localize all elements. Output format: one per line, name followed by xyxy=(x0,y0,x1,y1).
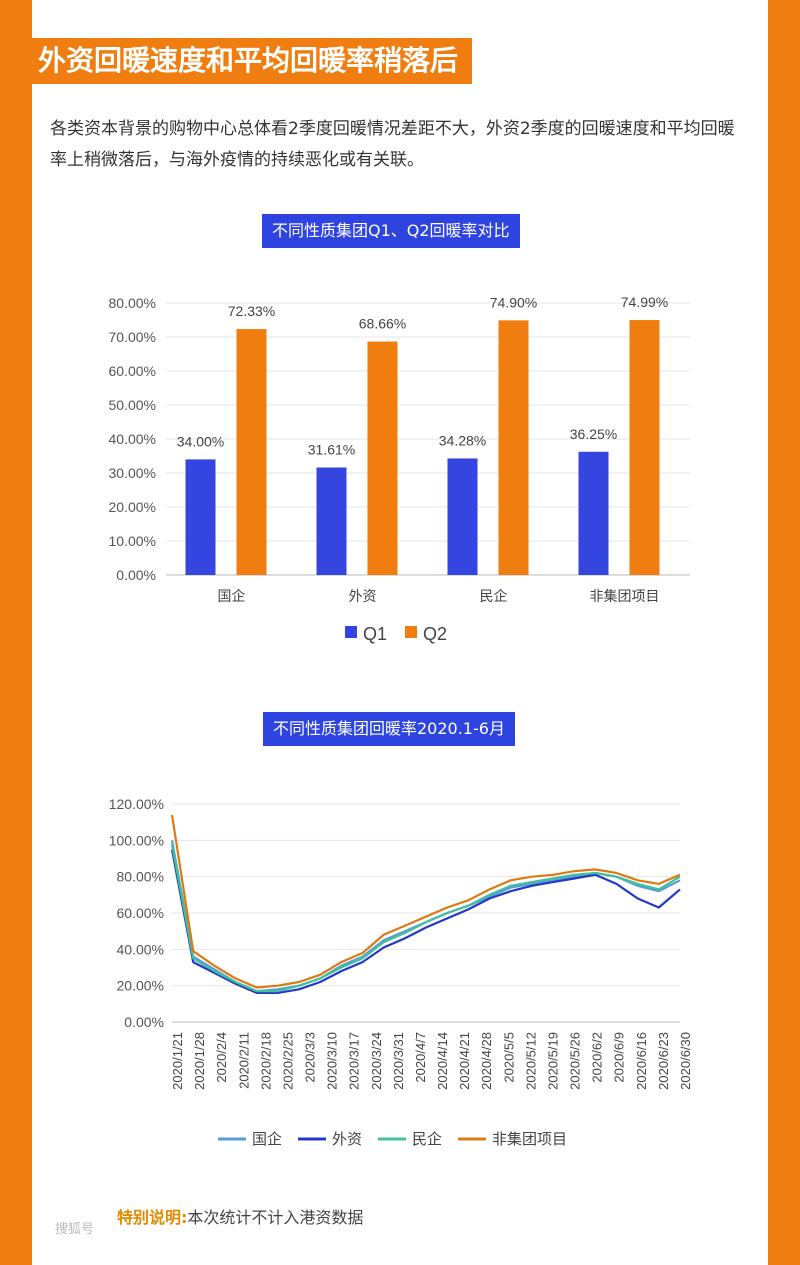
line-x-tick-label: 2020/5/12 xyxy=(523,1032,538,1090)
line-x-tick-label: 2020/3/31 xyxy=(391,1032,406,1090)
line-series-3 xyxy=(170,814,681,989)
line-x-tick-label: 2020/1/21 xyxy=(170,1032,185,1090)
line-x-tick-label: 2020/2/18 xyxy=(258,1032,273,1090)
line-series-2 xyxy=(170,843,681,993)
bar-category-label: 非集团项目 xyxy=(590,588,660,604)
bar-y-tick-label: 10.00% xyxy=(109,533,156,549)
line-x-tick-label: 2020/5/5 xyxy=(501,1032,516,1083)
bar-chart: 0.00% 10.00% 20.00% 30.00% 40.00% 50.00% 60.00… xyxy=(109,294,690,644)
line-x-tick-label: 2020/2/4 xyxy=(214,1032,229,1083)
line-x-tick-label: 2020/4/28 xyxy=(479,1032,494,1090)
line-x-tick-label: 2020/2/25 xyxy=(280,1032,295,1090)
line-y-tick-label: 120.00% xyxy=(109,796,164,812)
line-chart: 0.00% 20.00% 40.00% 60.00% 80.00% 100.00% 120.… xyxy=(109,796,693,1148)
bar-chart-title: 不同性质集团Q1、Q2回暖率对比 xyxy=(262,214,520,248)
note-label: 特别说明: xyxy=(117,1208,188,1227)
line-x-tick-label: 2020/4/14 xyxy=(435,1032,450,1090)
left-orange-border xyxy=(0,0,32,1265)
bar-q2 xyxy=(498,320,529,575)
legend-label: Q1 xyxy=(363,624,387,644)
bar-y-tick-label: 60.00% xyxy=(109,363,156,379)
bar-q2 xyxy=(367,341,398,575)
bar-q1 xyxy=(447,458,478,575)
bar-data-label: 74.90% xyxy=(490,294,537,310)
bar-data-label: 31.61% xyxy=(308,442,355,458)
line-x-tick-label: 2020/5/26 xyxy=(568,1032,583,1090)
bar-category-label: 外资 xyxy=(349,588,377,604)
legend-label: Q2 xyxy=(423,624,447,644)
line-x-tick-label: 2020/3/10 xyxy=(325,1032,340,1090)
note-text: 本次统计不计入港资数据 xyxy=(187,1208,364,1227)
bar-q2 xyxy=(236,329,267,575)
line-x-tick-label: 2020/6/9 xyxy=(612,1032,627,1083)
line-x-tick-label: 2020/6/23 xyxy=(656,1032,671,1090)
line-x-tick-label: 2020/6/16 xyxy=(634,1032,649,1090)
line-x-tick-label: 2020/3/17 xyxy=(347,1032,362,1090)
line-x-tick-label: 2020/6/30 xyxy=(678,1032,693,1090)
bar-data-label: 72.33% xyxy=(228,303,275,319)
legend-label: 国企 xyxy=(252,1130,282,1148)
line-x-tick-label: 2020/3/24 xyxy=(369,1032,384,1090)
line-x-tick-label: 2020/4/7 xyxy=(413,1032,428,1083)
bar-y-tick-label: 70.00% xyxy=(109,329,156,345)
right-orange-border xyxy=(768,0,800,1265)
bar-q2 xyxy=(629,320,660,575)
bar-y-tick-label: 50.00% xyxy=(109,397,156,413)
bar-data-label: 34.00% xyxy=(177,433,224,449)
bar-y-tick-label: 80.00% xyxy=(109,295,156,311)
bar-y-tick-label: 20.00% xyxy=(109,499,156,515)
intro-paragraph: 各类资本背景的购物中心总体看2季度回暖情况差距不大，外资2季度的回暖速度和平均回… xyxy=(50,119,735,170)
line-y-tick-label: 40.00% xyxy=(117,941,164,957)
line-chart-title: 不同性质集团回暖率2020.1-6月 xyxy=(263,712,515,746)
line-series-1 xyxy=(170,849,681,994)
line-y-tick-label: 0.00% xyxy=(124,1014,164,1030)
legend-label: 外资 xyxy=(332,1131,362,1148)
bar-category-label: 民企 xyxy=(480,588,508,604)
bar-q1 xyxy=(185,459,216,575)
bar-data-label: 68.66% xyxy=(359,316,406,332)
bar-data-label: 36.25% xyxy=(570,426,617,442)
line-y-tick-label: 20.00% xyxy=(117,978,164,994)
bar-y-tick-label: 30.00% xyxy=(109,465,156,481)
bar-data-label: 34.28% xyxy=(439,432,486,448)
line-y-tick-label: 60.00% xyxy=(117,905,164,921)
legend-label: 民企 xyxy=(412,1130,442,1148)
bar-q1 xyxy=(578,451,609,575)
legend-label: 非集团项目 xyxy=(492,1131,567,1148)
watermark: 搜狐号 xyxy=(55,1222,95,1237)
bar-data-label: 74.99% xyxy=(621,294,668,310)
page-title: 外资回暖速度和平均回暖率稍落后 xyxy=(32,38,473,84)
bar-category-label: 国企 xyxy=(218,588,246,604)
line-x-tick-label: 2020/4/21 xyxy=(457,1032,472,1090)
legend-swatch-q1 xyxy=(345,626,357,638)
bar-y-tick-label: 0.00% xyxy=(116,567,156,583)
line-y-tick-label: 80.00% xyxy=(117,869,164,885)
line-y-tick-label: 100.00% xyxy=(109,832,164,848)
bar-y-tick-label: 40.00% xyxy=(109,431,156,447)
bar-q1 xyxy=(316,467,347,575)
line-x-tick-label: 2020/6/2 xyxy=(590,1032,605,1083)
line-x-tick-label: 2020/2/11 xyxy=(236,1032,251,1089)
legend-swatch-q2 xyxy=(405,626,417,638)
line-x-tick-label: 2020/3/3 xyxy=(303,1032,318,1083)
line-x-tick-label: 2020/1/28 xyxy=(192,1032,207,1090)
special-note: 特别说明:本次统计不计入港资数据 xyxy=(117,1204,363,1228)
line-x-tick-label: 2020/5/19 xyxy=(545,1032,560,1090)
